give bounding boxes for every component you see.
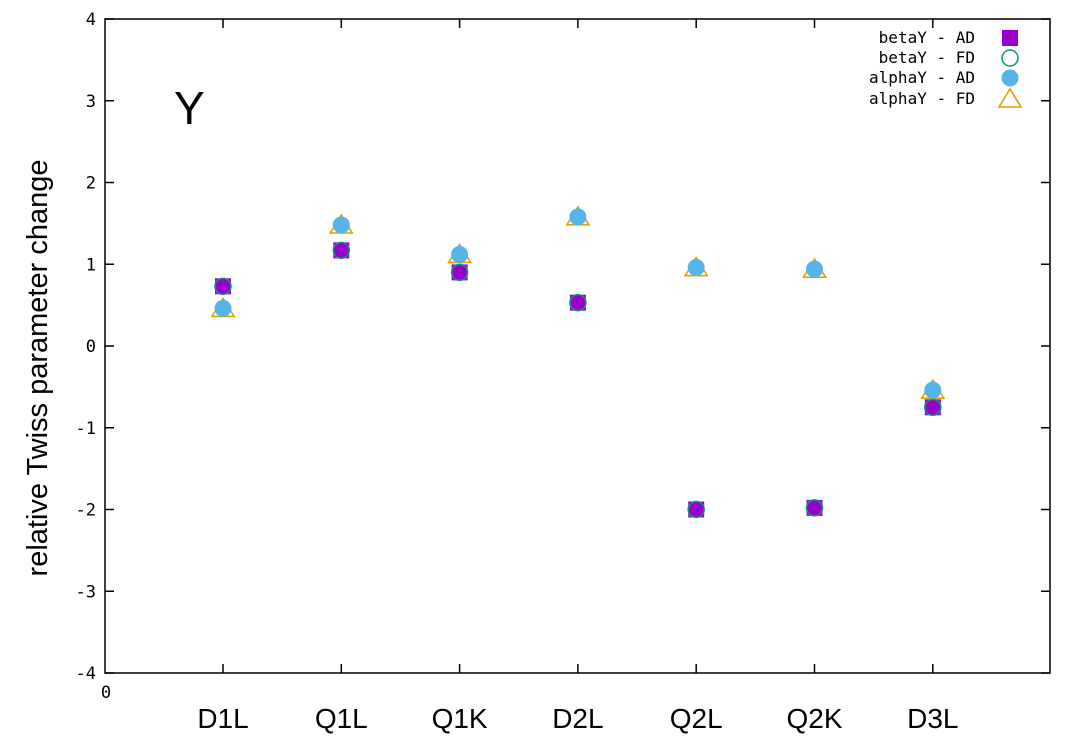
legend-marker bbox=[1002, 30, 1018, 46]
category-label: D3L bbox=[907, 703, 958, 734]
plot-frame bbox=[104, 18, 1051, 674]
data-point bbox=[451, 264, 468, 281]
data-point bbox=[215, 278, 231, 295]
category-label: Q1K bbox=[432, 703, 488, 734]
data-point bbox=[450, 263, 469, 282]
axis-ticks bbox=[105, 18, 1050, 674]
y-tick-label: 1 bbox=[86, 255, 96, 275]
y-tick-label: 0 bbox=[86, 337, 96, 357]
y-tick-label: 3 bbox=[86, 92, 96, 112]
legend-label: betaY - FD bbox=[879, 48, 975, 67]
data-point bbox=[924, 399, 941, 416]
panel-label: Y bbox=[174, 82, 205, 134]
category-label: D1L bbox=[197, 703, 248, 734]
data-point bbox=[333, 242, 350, 259]
data-point bbox=[214, 277, 232, 296]
data-point bbox=[687, 500, 705, 519]
data-point bbox=[569, 208, 587, 226]
y-tick-label: -3 bbox=[76, 582, 96, 602]
legend-marker bbox=[1001, 49, 1019, 67]
y-tick-label: -4 bbox=[76, 664, 96, 684]
category-label: Q2L bbox=[670, 703, 723, 734]
legend-label: alphaY - FD bbox=[869, 89, 975, 108]
data-point bbox=[806, 260, 823, 278]
data-point bbox=[924, 381, 942, 399]
y-tick-labels: 4 3 2 1 0 -1 -2 -3 -4 bbox=[76, 10, 96, 684]
legend-marker bbox=[997, 87, 1023, 108]
category-label: D2L bbox=[552, 703, 603, 734]
data-point bbox=[569, 294, 586, 311]
series-circle-open bbox=[214, 241, 942, 519]
series-circle-filled bbox=[214, 208, 942, 399]
legend-label: alphaY - AD bbox=[869, 68, 975, 87]
series-square bbox=[215, 242, 941, 518]
data-point bbox=[451, 245, 469, 263]
y-tick-label: 2 bbox=[86, 174, 96, 194]
category-label: Q2K bbox=[786, 703, 842, 734]
data-marks bbox=[210, 205, 946, 519]
y-axis-label: relative Twiss parameter change bbox=[22, 160, 54, 577]
legend-marker bbox=[1001, 69, 1019, 87]
data-point bbox=[214, 299, 232, 317]
data-point bbox=[687, 259, 705, 277]
x-origin-label: 0 bbox=[101, 683, 111, 703]
data-point bbox=[805, 499, 824, 517]
data-point bbox=[332, 216, 350, 234]
data-point bbox=[688, 501, 705, 518]
y-tick-label: -1 bbox=[76, 419, 96, 439]
data-point bbox=[569, 293, 587, 312]
data-point bbox=[332, 241, 351, 260]
legend-label: betaY - AD bbox=[879, 28, 975, 47]
category-labels: D1L Q1L Q1K D2L Q2L Q2K D3L bbox=[197, 703, 958, 734]
category-label: Q1L bbox=[315, 703, 368, 734]
y-tick-label: -2 bbox=[76, 501, 96, 521]
data-point bbox=[806, 499, 823, 516]
data-point bbox=[924, 398, 942, 417]
y-tick-label: 4 bbox=[86, 10, 96, 30]
